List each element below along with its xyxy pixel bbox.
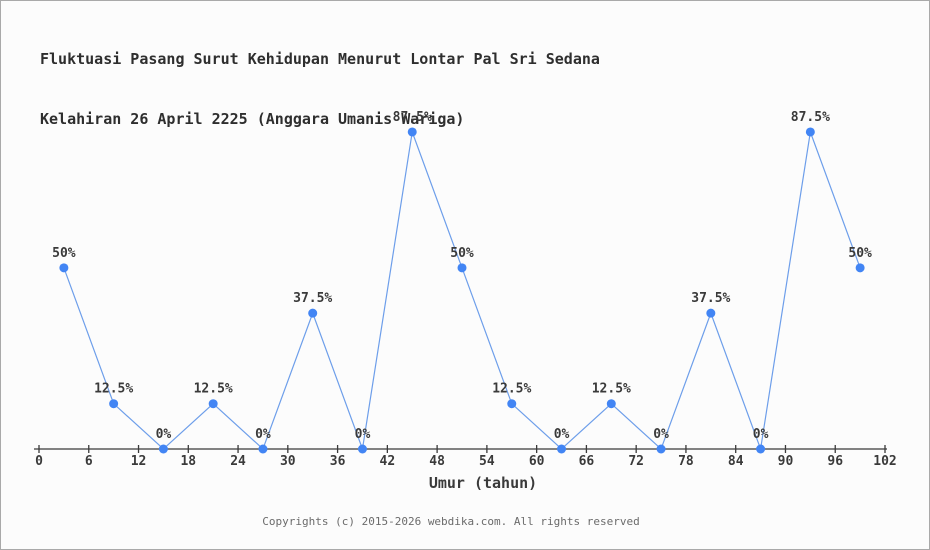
x-axis-tick-label: 18 — [180, 454, 196, 469]
x-axis-tick-label: 96 — [827, 454, 843, 469]
data-point-marker — [109, 399, 119, 409]
data-point-label: 87.5% — [791, 110, 830, 125]
data-point-label: 37.5% — [293, 291, 332, 306]
data-point-label: 0% — [653, 427, 669, 442]
chart-title-line2: Kelahiran 26 April 2225 (Anggara Umanis … — [40, 110, 465, 128]
data-point-marker — [208, 399, 218, 409]
chart-title-line1: Fluktuasi Pasang Surut Kehidupan Menurut… — [40, 50, 600, 68]
data-point-marker — [59, 263, 69, 273]
x-axis-tick-label: 24 — [230, 454, 246, 469]
data-point-marker — [507, 399, 517, 409]
data-point-marker — [706, 308, 716, 318]
chart-title: Fluktuasi Pasang Surut Kehidupan Menurut… — [40, 9, 600, 169]
data-point-marker — [805, 127, 815, 137]
data-point-marker — [258, 444, 268, 454]
data-point-marker — [158, 444, 168, 454]
x-axis-tick-label: 30 — [280, 454, 296, 469]
x-axis-tick-label: 60 — [529, 454, 545, 469]
data-point-label: 12.5% — [194, 382, 233, 397]
data-point-label: 12.5% — [492, 382, 531, 397]
x-axis-tick-label: 84 — [728, 454, 744, 469]
data-point-label: 12.5% — [94, 382, 133, 397]
copyright-text: Copyrights (c) 2015-2026 webdika.com. Al… — [262, 515, 640, 528]
x-axis-tick-label: 54 — [479, 454, 495, 469]
data-point-marker — [606, 399, 616, 409]
x-axis-title: Umur (tahun) — [428, 474, 538, 492]
data-point-marker — [756, 444, 766, 454]
data-point-label: 0% — [554, 427, 570, 442]
x-axis-tick-label: 48 — [429, 454, 445, 469]
data-point-label: 87.5% — [393, 110, 432, 125]
x-axis-tick-label: 102 — [873, 454, 896, 469]
data-point-label: 0% — [255, 427, 271, 442]
data-point-label: 50% — [848, 246, 872, 261]
data-point-label: 50% — [450, 246, 474, 261]
data-point-marker — [357, 444, 367, 454]
x-axis-tick-label: 90 — [778, 454, 794, 469]
data-point-marker — [855, 263, 865, 273]
data-point-marker — [308, 308, 318, 318]
data-point-marker — [457, 263, 467, 273]
data-point-label: 12.5% — [592, 382, 631, 397]
data-point-label: 0% — [156, 427, 172, 442]
x-axis-tick-label: 6 — [85, 454, 93, 469]
data-point-marker — [407, 127, 417, 137]
x-axis-tick-label: 0 — [35, 454, 43, 469]
x-axis-tick-label: 66 — [579, 454, 595, 469]
x-axis-tick-label: 72 — [628, 454, 644, 469]
data-point-label: 0% — [753, 427, 769, 442]
data-point-label: 37.5% — [691, 291, 730, 306]
x-axis-tick-label: 78 — [678, 454, 694, 469]
x-axis-tick-label: 36 — [330, 454, 346, 469]
data-point-label: 0% — [355, 427, 371, 442]
data-point-marker — [656, 444, 666, 454]
x-axis-tick-label: 42 — [380, 454, 396, 469]
data-point-marker — [557, 444, 567, 454]
x-axis-tick-label: 12 — [131, 454, 147, 469]
series-line — [63, 129, 861, 452]
data-point-label: 50% — [52, 246, 76, 261]
